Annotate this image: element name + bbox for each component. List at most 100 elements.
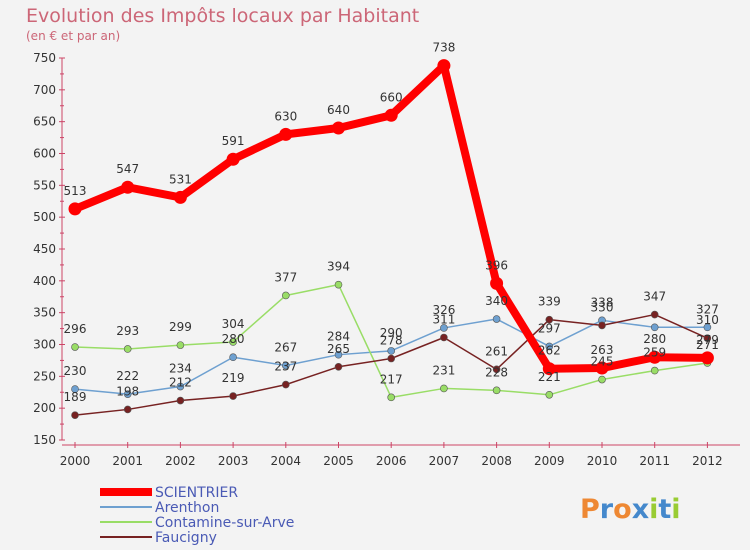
data-point xyxy=(334,350,343,359)
y-tick-label: 250 xyxy=(33,369,56,383)
data-label: 296 xyxy=(64,322,87,336)
data-label: 221 xyxy=(538,370,561,384)
y-tick-label: 150 xyxy=(33,433,56,447)
data-point xyxy=(176,382,185,391)
data-label: 198 xyxy=(116,384,139,398)
data-label: 326 xyxy=(432,303,455,317)
data-point xyxy=(650,366,659,375)
data-point xyxy=(595,361,609,375)
series-faucigny xyxy=(71,310,712,419)
series-layer xyxy=(68,59,714,419)
data-label: 290 xyxy=(380,326,403,340)
y-tick-label: 700 xyxy=(33,83,56,97)
data-point xyxy=(176,341,185,349)
y-tick-label: 450 xyxy=(33,242,56,256)
y-tick-label: 400 xyxy=(33,274,56,288)
y-tick-label: 350 xyxy=(33,306,56,320)
x-tick-label: 2002 xyxy=(165,454,196,468)
data-label: 228 xyxy=(485,365,508,379)
data-point xyxy=(648,350,662,364)
data-point xyxy=(545,315,554,324)
brand-logo-letter: x xyxy=(632,494,649,525)
data-point xyxy=(440,384,448,393)
data-label: 231 xyxy=(432,363,455,377)
x-tick-label: 2001 xyxy=(112,454,143,468)
data-point xyxy=(542,362,556,376)
data-point xyxy=(281,291,290,300)
data-point xyxy=(387,354,396,363)
chart-subtitle: (en € et par an) xyxy=(26,29,120,43)
data-label: 267 xyxy=(274,341,297,355)
data-label: 293 xyxy=(116,324,139,338)
data-point xyxy=(123,390,132,398)
data-label: 284 xyxy=(327,330,350,344)
data-label: 339 xyxy=(538,295,561,309)
data-point xyxy=(492,365,501,374)
data-label: 262 xyxy=(538,344,561,358)
brand-logo-letter: t xyxy=(658,494,671,525)
data-label: 630 xyxy=(274,109,297,123)
data-point xyxy=(650,310,659,319)
data-label: 304 xyxy=(222,317,245,331)
data-point xyxy=(545,390,554,399)
y-tick-label: 550 xyxy=(33,178,56,192)
data-label: 189 xyxy=(64,390,87,404)
legend-item: Arenthon xyxy=(100,500,219,516)
data-point xyxy=(492,315,501,323)
data-point xyxy=(440,324,448,332)
legend-item: SCIENTRIER xyxy=(100,485,238,501)
data-label: 278 xyxy=(380,334,403,348)
data-label: 640 xyxy=(327,103,350,117)
data-label: 660 xyxy=(380,90,403,104)
y-tick-label: 650 xyxy=(33,115,56,129)
data-label: 279 xyxy=(696,333,719,347)
y-tick-label: 200 xyxy=(33,401,56,415)
data-point xyxy=(384,108,398,122)
y-tick-label: 750 xyxy=(33,51,56,65)
legend-item: Faucigny xyxy=(100,530,217,546)
x-tick-label: 2011 xyxy=(639,454,670,468)
data-point xyxy=(334,280,343,289)
data-point xyxy=(121,180,135,194)
data-label: 513 xyxy=(64,184,87,198)
y-tick-label: 300 xyxy=(33,338,56,352)
data-label: 271 xyxy=(696,338,719,352)
data-label: 347 xyxy=(643,290,666,304)
data-point xyxy=(650,323,659,332)
data-label: 340 xyxy=(485,294,508,308)
data-point xyxy=(68,202,82,216)
legend-label: Faucigny xyxy=(155,530,217,546)
brand-logo-letter: i xyxy=(671,494,680,525)
data-label: 237 xyxy=(274,360,297,374)
data-point xyxy=(334,362,343,371)
data-point xyxy=(226,152,240,166)
x-tick-label: 2009 xyxy=(534,454,565,468)
data-label: 330 xyxy=(591,300,614,314)
data-point xyxy=(492,386,501,395)
data-label: 259 xyxy=(643,346,666,360)
brand-logo-letter: o xyxy=(613,494,632,525)
data-point xyxy=(71,343,79,351)
data-label: 591 xyxy=(222,134,245,148)
brand-logo-text: Proxiti xyxy=(580,494,681,525)
data-point xyxy=(490,276,504,290)
chart-title: Evolution des Impôts locaux par Habitant xyxy=(26,5,419,27)
data-point xyxy=(123,345,132,353)
data-label: 234 xyxy=(169,362,192,376)
data-point xyxy=(229,338,237,346)
data-label: 738 xyxy=(432,41,455,55)
x-axis: 2000 2001 2002 2003 2004 2005 2006 2007 2008 2009… xyxy=(60,442,740,468)
x-tick-label: 2008 xyxy=(481,454,512,468)
data-point xyxy=(387,347,396,355)
legend: SCIENTRIERArenthonContamine-sur-ArveFauc… xyxy=(100,485,294,546)
data-point xyxy=(703,323,712,332)
series-scientrier xyxy=(68,59,714,376)
data-label: 230 xyxy=(64,364,87,378)
x-tick-label: 2003 xyxy=(218,454,249,468)
y-axis: 150 200 250 300 350 400 450 500 550 600 650 700 750 xyxy=(33,51,65,447)
data-label: 310 xyxy=(696,313,719,327)
legend-item: Contamine-sur-Arve xyxy=(100,515,294,531)
data-label: 531 xyxy=(169,172,192,186)
data-point xyxy=(598,375,606,384)
